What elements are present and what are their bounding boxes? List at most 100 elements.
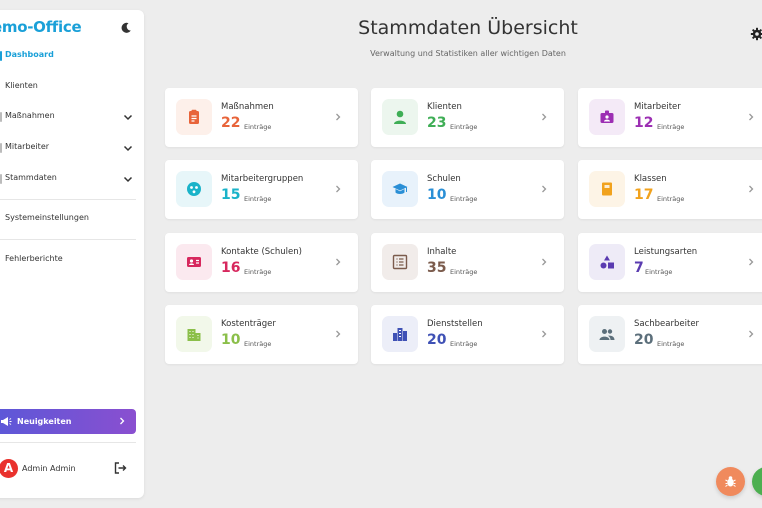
stat-card[interactable]: Maßnahmen 22 Einträge — [165, 88, 358, 147]
graduation-cap-icon — [392, 183, 408, 194]
city-icon — [393, 328, 407, 341]
stat-card[interactable]: Mitarbeiter 12 Einträge — [578, 88, 762, 147]
card-title: Klassen — [634, 174, 667, 184]
logout-icon[interactable] — [113, 461, 127, 475]
sidebar-item-label: Systemeinstellungen — [5, 213, 89, 222]
card-icon-box — [382, 171, 418, 207]
card-title: Kontakte (Schulen) — [221, 247, 302, 257]
page-title: Stammdaten Übersicht — [358, 17, 578, 39]
card-title: Inhalte — [427, 247, 457, 257]
card-icon-box — [589, 244, 625, 280]
card-unit: Einträge — [645, 268, 673, 276]
gear-icon[interactable] — [750, 27, 762, 41]
nav-marker — [0, 174, 2, 184]
chevron-right-icon — [120, 417, 125, 425]
card-icon-box — [176, 99, 212, 135]
app-logo[interactable]: emo-Office — [0, 18, 82, 36]
card-icon-box — [589, 171, 625, 207]
stat-card[interactable]: Schulen 10 Einträge — [371, 160, 564, 219]
person-icon — [394, 110, 406, 124]
stat-card[interactable]: Dienststellen 20 Einträge — [371, 305, 564, 364]
card-title: Dienststellen — [427, 319, 483, 329]
stat-card[interactable]: Mitarbeitergruppen 15 Einträge — [165, 160, 358, 219]
card-unit: Einträge — [244, 268, 272, 276]
clipboard-icon — [189, 109, 199, 124]
sidebar-divider — [0, 239, 136, 240]
sidebar: emo-Office Dashboard Klienten Maßnahmen … — [0, 10, 144, 498]
sidebar-item-dashboard[interactable]: Dashboard — [0, 44, 144, 68]
stat-card[interactable]: Kontakte (Schulen) 16 Einträge — [165, 233, 358, 292]
card-count: 17 — [634, 187, 654, 203]
megaphone-icon — [1, 417, 12, 426]
chevron-right-icon — [336, 185, 341, 193]
card-unit: Einträge — [657, 340, 685, 348]
stat-card[interactable]: Kostenträger 10 Einträge — [165, 305, 358, 364]
nav-marker — [0, 51, 2, 61]
chevron-right-icon — [749, 185, 754, 193]
card-count: 35 — [427, 260, 447, 276]
stat-card[interactable]: Klassen 17 Einträge — [578, 160, 762, 219]
card-unit: Einträge — [657, 123, 685, 131]
card-unit: Einträge — [244, 195, 272, 203]
sidebar-item-label: Dashboard — [5, 50, 54, 59]
card-count: 7 — [634, 260, 644, 276]
chevron-right-icon — [542, 185, 547, 193]
card-title: Schulen — [427, 174, 461, 184]
card-title: Leistungsarten — [634, 247, 698, 257]
sidebar-item-label: Mitarbeiter — [5, 142, 50, 151]
nav-marker — [0, 143, 2, 153]
chevron-down-icon — [123, 145, 133, 152]
page-subtitle: Verwaltung und Statistiken aller wichtig… — [370, 49, 566, 58]
card-unit: Einträge — [450, 195, 478, 203]
card-count: 15 — [221, 187, 241, 203]
news-button[interactable]: Neuigkeiten — [0, 409, 136, 434]
sidebar-item-label: Klienten — [5, 81, 38, 90]
sidebar-item-fehlerberichte[interactable]: Fehlerberichte — [0, 248, 144, 272]
sidebar-divider — [0, 442, 136, 443]
card-icon-box — [382, 99, 418, 135]
card-count: 10 — [427, 187, 447, 203]
avatar[interactable]: A — [0, 459, 18, 478]
card-count: 20 — [427, 332, 447, 348]
card-icon-box — [589, 316, 625, 352]
user-profile: A Admin Admin — [0, 459, 144, 483]
card-icon-box — [382, 244, 418, 280]
building-icon — [187, 329, 201, 341]
chevron-right-icon — [542, 113, 547, 121]
stat-card[interactable]: Leistungsarten 7 Einträge — [578, 233, 762, 292]
chevron-right-icon — [749, 113, 754, 121]
stat-card[interactable]: Klienten 23 Einträge — [371, 88, 564, 147]
user-name: Admin Admin — [22, 464, 76, 473]
card-icon-box — [176, 316, 212, 352]
card-title: Klienten — [427, 102, 462, 112]
sidebar-item-systemeinstellungen[interactable]: Systemeinstellungen — [0, 207, 144, 231]
card-unit: Einträge — [450, 340, 478, 348]
card-count: 23 — [427, 115, 447, 131]
sidebar-divider — [0, 199, 136, 200]
card-title: Mitarbeitergruppen — [221, 174, 304, 184]
chat-button[interactable] — [752, 467, 762, 496]
notebook-icon — [602, 182, 612, 196]
stat-card[interactable]: Inhalte 35 Einträge — [371, 233, 564, 292]
sidebar-item-massnahmen[interactable]: Maßnahmen — [0, 105, 144, 129]
card-icon-box — [589, 99, 625, 135]
chevron-right-icon — [749, 330, 754, 338]
card-count: 20 — [634, 332, 654, 348]
chevron-right-icon — [336, 258, 341, 266]
sidebar-item-stammdaten[interactable]: Stammdaten — [0, 167, 144, 191]
chevron-right-icon — [542, 258, 547, 266]
sidebar-item-klienten[interactable]: Klienten — [0, 75, 144, 99]
card-icon-box — [176, 171, 212, 207]
card-unit: Einträge — [657, 195, 685, 203]
card-title: Mitarbeiter — [634, 102, 681, 112]
id-badge-icon — [600, 110, 614, 123]
chevron-down-icon — [123, 114, 133, 121]
bug-report-button[interactable] — [716, 467, 745, 496]
stat-card[interactable]: Sachbearbeiter 20 Einträge — [578, 305, 762, 364]
group-icon — [187, 182, 201, 196]
sidebar-item-label: Maßnahmen — [5, 111, 55, 120]
dark-mode-moon-icon[interactable] — [120, 22, 132, 34]
chevron-right-icon — [749, 258, 754, 266]
bug-icon — [725, 476, 736, 487]
sidebar-item-mitarbeiter[interactable]: Mitarbeiter — [0, 136, 144, 160]
